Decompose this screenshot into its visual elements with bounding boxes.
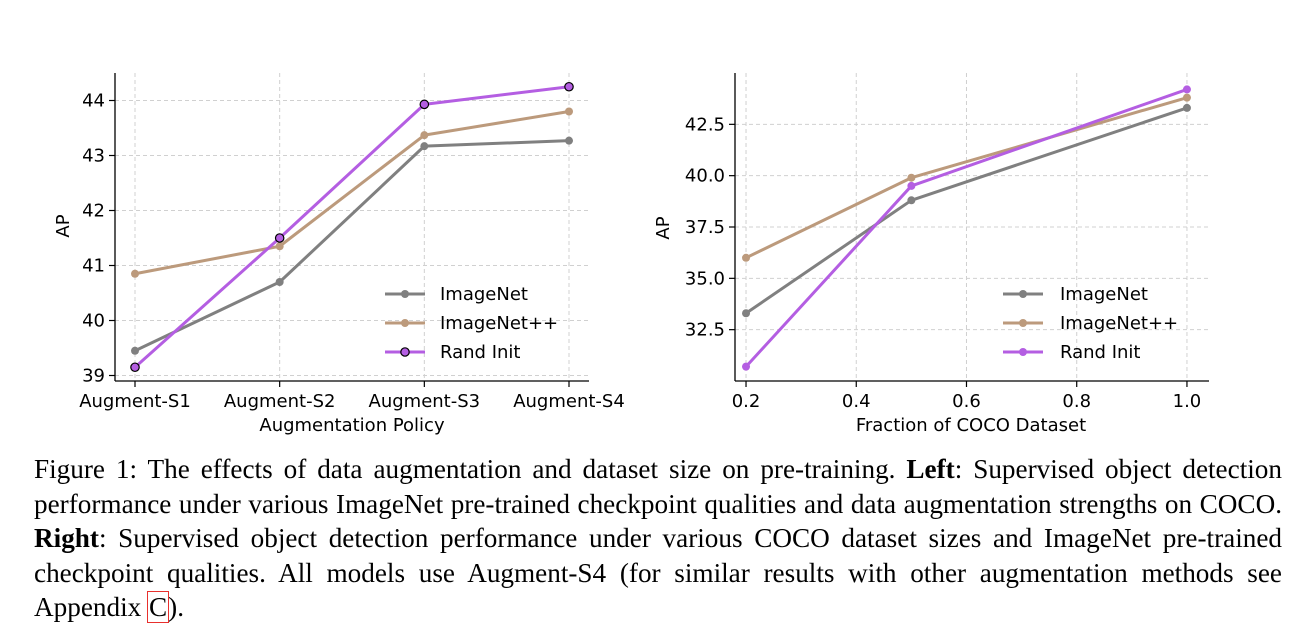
y-tick-label: 42 [82, 201, 105, 222]
data-point-imagenet [275, 278, 284, 286]
x-tick-label: Augment-S2 [224, 391, 336, 412]
y-tick-label: 44 [82, 91, 105, 112]
right-chart: 0.2 0.4 0.6 0.8 1.0 32.5 35.0 37.5 40.0 42.5 AP F… [653, 73, 1209, 436]
data-point-rand-init [742, 362, 751, 371]
caption-left-text: : Supervised object detection performanc… [34, 454, 1282, 519]
x-tick-label: 0.8 [1062, 391, 1091, 412]
y-tick-label: 37.5 [685, 217, 725, 238]
series-line-imagenet [134, 139, 570, 353]
legend-label-randinit: Rand Init [440, 342, 520, 363]
figure: Augment-S1 Augment-S2 Augment-S3 Augment-S4… [53, 73, 1209, 436]
legend-marker-imagenet [1019, 290, 1027, 298]
data-point-imagenet [420, 142, 429, 151]
y-tick-label: 40.0 [685, 166, 725, 187]
caption-left-label: Left [906, 454, 955, 484]
y-tick-label: 40 [82, 311, 105, 332]
data-point-imagenetpp [1182, 93, 1191, 102]
legend-marker-randinit [1019, 348, 1027, 356]
caption-prefix: Figure 1: The effects of data augmentati… [34, 454, 907, 484]
caption-right-label: Right [34, 523, 99, 553]
data-point-rand-init [1182, 85, 1191, 94]
legend-marker-imagenet [401, 290, 409, 298]
series-line-rand-init [134, 85, 570, 369]
x-tick-label: Augment-S1 [79, 391, 191, 412]
legend-label-randinit: Rand Init [1060, 342, 1140, 363]
appendix-c-link[interactable]: C [147, 591, 170, 623]
legend-marker-randinit [400, 347, 410, 357]
y-tick-label: 39 [82, 366, 105, 387]
legend-label-imagenetpp: ImageNet++ [440, 313, 558, 334]
data-point-rand-init [419, 99, 430, 110]
data-point-imagenetpp [742, 253, 751, 262]
left-chart: Augment-S1 Augment-S2 Augment-S3 Augment-S4… [53, 73, 625, 436]
caption-right-text: : Supervised object detection performanc… [34, 523, 1282, 622]
y-tick-label: 42.5 [685, 114, 725, 135]
data-point-imagenetpp [420, 131, 429, 140]
right-chart-xlabel: Fraction of COCO Dataset [856, 415, 1086, 436]
data-point-rand-init [907, 181, 916, 190]
data-point-imagenet [131, 346, 139, 355]
data-point-imagenetpp [565, 107, 573, 116]
legend-label-imagenetpp: ImageNet++ [1060, 313, 1178, 334]
data-point-imagenet [565, 136, 573, 145]
data-point-imagenet [907, 196, 916, 205]
data-point-rand-init [564, 81, 574, 92]
data-point-imagenetpp [131, 269, 139, 278]
data-point-imagenet [1182, 103, 1191, 112]
x-tick-label: Augment-S4 [513, 391, 625, 412]
data-point-imagenetpp [907, 173, 916, 182]
x-tick-label: 0.4 [842, 391, 871, 412]
series-line-imagenetpp [745, 96, 1188, 260]
caption-suffix: ). [168, 592, 185, 622]
legend-label-imagenet: ImageNet [1060, 284, 1148, 305]
y-tick-label: 32.5 [685, 320, 725, 341]
right-chart-legend: ImageNet ImageNet++ Rand Init [1003, 284, 1178, 363]
x-tick-label: 1.0 [1173, 391, 1202, 412]
y-tick-label: 43 [82, 146, 105, 167]
series-line-imagenetpp [134, 110, 570, 276]
left-chart-legend: ImageNet ImageNet++ Rand Init [385, 284, 558, 363]
data-point-imagenet [742, 309, 751, 318]
y-tick-label: 35.0 [685, 268, 725, 289]
legend-marker-imagenetpp [1019, 319, 1027, 327]
y-tick-label: 41 [82, 256, 105, 277]
data-point-rand-init [274, 233, 285, 243]
data-point-rand-init [130, 362, 140, 373]
left-chart-xlabel: Augmentation Policy [259, 415, 445, 436]
x-tick-label: 0.6 [952, 391, 981, 412]
figure-caption: Figure 1: The effects of data augmentati… [34, 452, 1282, 625]
left-chart-ylabel: AP [53, 214, 74, 237]
legend-marker-imagenetpp [401, 319, 409, 327]
legend-label-imagenet: ImageNet [440, 284, 528, 305]
right-chart-ylabel: AP [653, 216, 674, 239]
x-tick-label: 0.2 [732, 391, 761, 412]
x-tick-label: Augment-S3 [369, 391, 481, 412]
data-point-imagenetpp [275, 242, 284, 251]
